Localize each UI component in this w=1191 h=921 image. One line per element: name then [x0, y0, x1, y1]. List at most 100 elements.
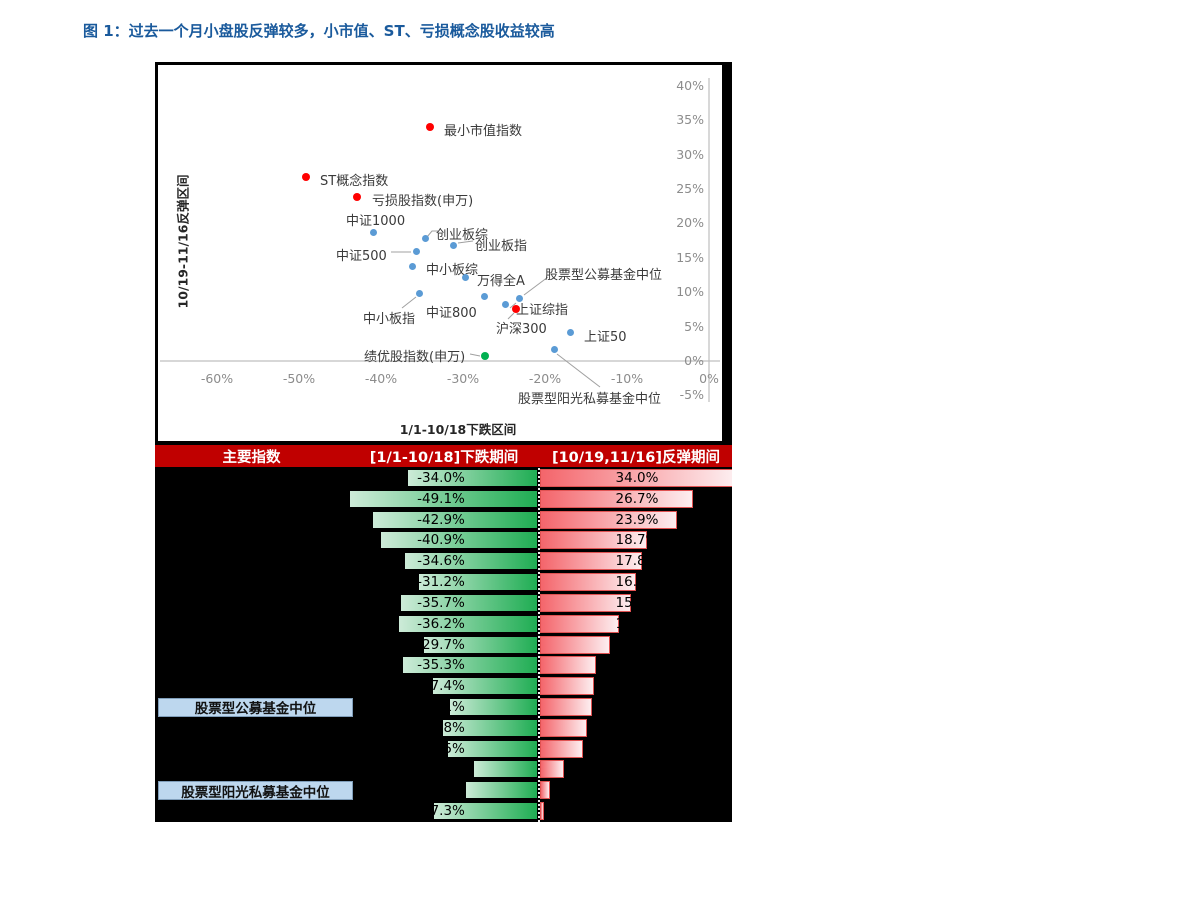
decline-bar	[380, 531, 538, 550]
x-axis-title: 1/1-10/18下跌区间	[399, 422, 517, 437]
decline-bar	[465, 781, 538, 800]
decline-bar	[472, 760, 538, 779]
rebound-value: 8.2%	[619, 719, 655, 736]
table-header-decline: [1/1-10/18]下跌期间	[369, 449, 519, 466]
table-row: -34.6% 17.8%	[155, 551, 732, 572]
decline-bar	[423, 635, 538, 654]
y-tick-label: 30%	[676, 146, 704, 162]
rebound-value: 18.7%	[615, 532, 659, 549]
table-header-rebound: [10/19,11/16]反弹期间	[551, 449, 721, 466]
scatter-point	[512, 305, 521, 314]
rebound-value: 4.2%	[619, 761, 655, 778]
rebound-value: 12.2%	[615, 636, 659, 653]
scatter-point	[550, 345, 558, 353]
scatter-point-label: 中小板综	[426, 263, 479, 278]
scatter-point-label: 沪深300	[496, 322, 547, 337]
scatter-point-label: 上证50	[584, 330, 627, 345]
decline-bar	[417, 573, 538, 592]
scatter-point-label: ST概念指数	[320, 174, 389, 189]
table-header: 主要指数 [1/1-10/18]下跌期间 [10/19,11/16]反弹期间	[155, 445, 732, 467]
table-rows: -34.0% 34.0% -49.1% 26.7% -42.9% 23.9% -40.9% 1…	[155, 468, 732, 822]
decline-value: -27.3%	[417, 803, 465, 819]
rebound-value: 7.5%	[619, 740, 655, 757]
decline-bar	[448, 697, 538, 716]
table-row: -36.2% 13.8%	[155, 614, 732, 635]
table-row: -35.3% 9.8%	[155, 655, 732, 676]
decline-value: -36.2%	[417, 615, 465, 632]
rebound-value: 16.8%	[615, 574, 659, 591]
x-tick-label: -10%	[610, 371, 644, 386]
rebound-bar	[540, 739, 583, 758]
rebound-value: 15.9%	[615, 594, 659, 611]
table-row: -23.1% 9.1% 股票型公募基金中位	[155, 697, 732, 718]
decline-value: -49.1%	[417, 490, 465, 507]
decline-value: -34.6%	[417, 553, 465, 570]
table-row: -40.9% 18.7%	[155, 530, 732, 551]
table-row: -27.4% 9.4%	[155, 676, 732, 697]
decline-value: -23.1%	[417, 698, 465, 715]
scatter-point	[481, 352, 490, 361]
scatter-point	[516, 294, 524, 302]
table-row: -42.9% 23.9%	[155, 510, 732, 531]
scatter-point-label: 股票型公募基金中位	[545, 268, 663, 283]
x-tick-label: -20%	[528, 371, 562, 386]
decline-bar	[442, 718, 538, 737]
rebound-value: 9.1%	[619, 698, 655, 715]
rebound-bar	[540, 718, 587, 737]
rebound-bar	[540, 531, 648, 550]
decline-value: -23.5%	[417, 740, 465, 757]
scatter-point-label: 创业板综	[436, 228, 489, 243]
decline-bar	[400, 593, 538, 612]
table-row: -49.1% 26.7%	[155, 489, 732, 510]
decline-value: -35.7%	[417, 594, 465, 611]
rebound-value: 26.7%	[615, 490, 659, 507]
y-axis-title: 10/19-11/16反弹区间	[175, 174, 191, 309]
decline-value: -18.9%	[417, 782, 465, 799]
decline-bar	[401, 656, 538, 675]
rebound-bar	[540, 469, 732, 487]
decline-bar	[432, 802, 538, 820]
table-header-index: 主要指数	[222, 449, 281, 466]
table-row: -34.0% 34.0%	[155, 468, 732, 489]
decline-value: -35.3%	[417, 657, 465, 674]
figure-title: 图 1：过去一个月小盘股反弹较多，小市值、ST、亏损概念股收益较高	[83, 22, 555, 40]
rebound-bar	[540, 802, 544, 820]
rebound-value: 1.7%	[619, 782, 655, 799]
scatter-point-label: 中证1000	[346, 214, 406, 229]
decline-bar	[398, 614, 538, 633]
x-tick-label: -60%	[200, 371, 234, 386]
index-name-highlight-box: 股票型阳光私募基金中位	[158, 781, 353, 801]
table-row: -16.9% 4.2%	[155, 759, 732, 780]
decline-value: -40.9%	[417, 532, 465, 549]
decline-value: -27.4%	[417, 678, 465, 695]
decline-value: -16.9%	[417, 761, 465, 778]
scatter-point	[370, 228, 378, 236]
scatter-point-label: 创业板指	[475, 239, 528, 254]
rebound-value: 17.8%	[615, 553, 659, 570]
scatter-point	[421, 235, 429, 243]
decline-value: -42.9%	[417, 511, 465, 528]
table-row: -35.7% 15.9%	[155, 593, 732, 614]
rebound-bar	[540, 510, 677, 529]
scatter-point-label: 中证800	[426, 306, 477, 321]
y-tick-label: 5%	[684, 318, 704, 334]
decline-value: -29.7%	[417, 636, 465, 653]
scatter-point-label: 万得全A	[477, 274, 525, 289]
rebound-value: 9.4%	[619, 678, 655, 695]
scatter-point	[449, 241, 457, 249]
scatter-plot: 1/1-10/18下跌区间 10/19-11/16反弹区间 40% 35% 30% 2…	[158, 65, 722, 441]
y-tick-label: 40%	[676, 77, 704, 93]
column-divider-dotted-line	[538, 468, 540, 822]
y-tick-label: -5%	[679, 387, 704, 403]
scatter-point-label: 最小市值指数	[444, 124, 523, 139]
x-tick-label: 0%	[699, 371, 719, 386]
rebound-value: 13.8%	[615, 615, 659, 632]
x-tick-label: -50%	[282, 371, 316, 386]
decline-value: -24.8%	[417, 719, 465, 736]
rebound-value: 23.9%	[615, 511, 659, 528]
rebound-bar	[540, 489, 693, 508]
decline-bar	[372, 510, 538, 529]
scatter-point-label: 绩优股指数(申万)	[364, 350, 466, 365]
rebound-bar	[540, 552, 642, 571]
